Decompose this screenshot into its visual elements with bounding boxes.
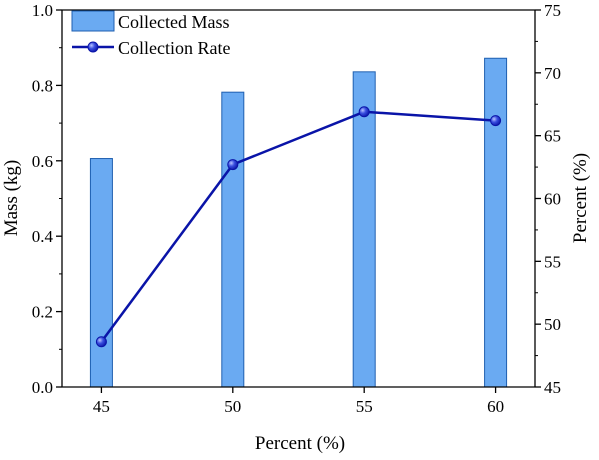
series-line-collection-rate xyxy=(100,110,496,343)
y-left-tick-label-0.8: 0.8 xyxy=(32,76,53,95)
legend-label-collection-rate: Collection Rate xyxy=(118,38,230,58)
bar-45 xyxy=(89,158,113,388)
y-left-tick-label-0.0: 0.0 xyxy=(32,378,53,397)
legend-label-collected-mass: Collected Mass xyxy=(118,12,229,32)
y-right-tick-label-65: 65 xyxy=(544,127,561,146)
y-right-tick-label-75: 75 xyxy=(544,1,561,20)
x-tick-label-55: 55 xyxy=(356,397,373,416)
point-55 xyxy=(358,106,370,118)
y-right-tick-label-45: 45 xyxy=(544,378,561,397)
y-right-tick-label-60: 60 xyxy=(544,190,561,209)
bars-group xyxy=(89,57,508,388)
y-right-tick-label-70: 70 xyxy=(544,64,561,83)
x-tick-label-45: 45 xyxy=(93,397,110,416)
point-45 xyxy=(95,336,107,348)
x-tick-label-50: 50 xyxy=(224,397,241,416)
y-axis-right-title: Percent (%) xyxy=(570,153,591,243)
point-60 xyxy=(490,115,502,127)
y-left-tick-label-1.0: 1.0 xyxy=(32,1,53,20)
y-right-tick-label-55: 55 xyxy=(544,252,561,271)
y-left-tick-label-0.2: 0.2 xyxy=(32,303,53,322)
legend-swatch-collected-mass xyxy=(71,10,115,32)
y-right-tick-label-50: 50 xyxy=(544,315,561,334)
axes-group: 45 50 55 60 0.0 0.2 0.4 0.6 0.8 1.0 45 50 55 60 65 70 75 xyxy=(32,1,561,416)
x-tick-label-60: 60 xyxy=(487,397,504,416)
bar-55 xyxy=(352,71,376,388)
bar-60 xyxy=(484,57,508,388)
legend-marker-collection-rate xyxy=(87,41,99,53)
y-axis-left-title: Mass (kg) xyxy=(1,160,22,237)
point-50 xyxy=(227,159,239,171)
y-left-tick-label-0.6: 0.6 xyxy=(32,152,53,171)
x-axis-title: Percent (%) xyxy=(255,433,345,454)
y-left-tick-label-0.4: 0.4 xyxy=(32,227,54,246)
line-group xyxy=(95,106,502,348)
bar-50 xyxy=(221,91,245,388)
legend: Collected Mass Collection Rate xyxy=(71,10,230,58)
